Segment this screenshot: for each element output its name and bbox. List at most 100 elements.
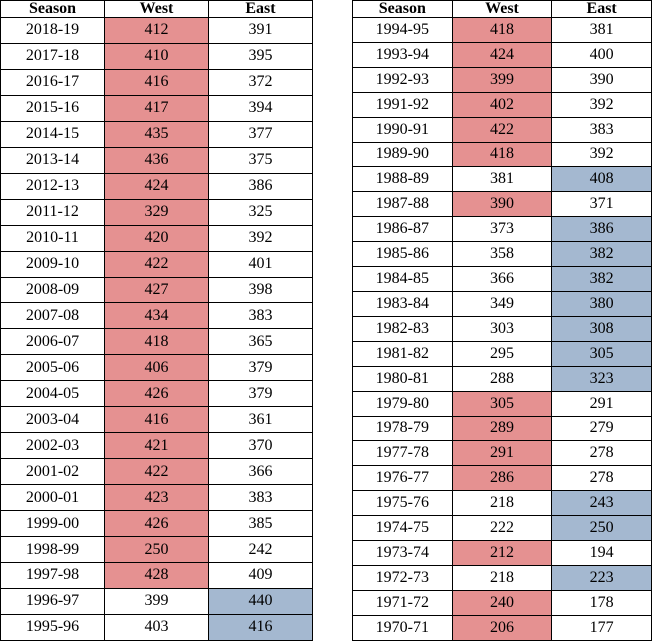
table-row: 2002-03 421 370 [0, 432, 313, 460]
west-cell: 303 [451, 315, 553, 342]
header-row: Season West East [352, 0, 652, 18]
west-cell: 286 [451, 465, 553, 492]
season-cell: 2018-19 [0, 17, 105, 44]
table-row: 1990-91 422 383 [352, 116, 652, 143]
west-cell: 434 [104, 302, 209, 330]
season-cell: 2014-15 [0, 120, 105, 148]
east-cell: 377 [208, 120, 313, 148]
east-cell: 400 [551, 41, 652, 68]
east-cell: 223 [551, 564, 652, 591]
table-row: 2000-01 423 383 [0, 484, 313, 512]
east-cell: 379 [208, 354, 313, 382]
east-cell: 365 [208, 328, 313, 356]
west-cell: 418 [451, 141, 553, 168]
west-cell: 420 [104, 224, 209, 252]
table-row: 1986-87 373 386 [352, 216, 652, 243]
season-cell: 1977-78 [352, 440, 453, 467]
west-cell: 418 [104, 328, 209, 356]
season-cell: 2002-03 [0, 432, 105, 460]
west-cell: 295 [451, 340, 553, 367]
west-cell: 435 [104, 120, 209, 148]
table-row: 1993-94 424 400 [352, 41, 652, 68]
east-cell: 177 [551, 614, 652, 641]
west-cell: 418 [451, 17, 553, 43]
table-row: 2004-05 426 379 [0, 380, 313, 408]
west-cell: 412 [104, 17, 209, 44]
table-row: 1987-88 390 371 [352, 191, 652, 218]
east-cell: 308 [551, 315, 652, 342]
table-row: 1975-76 218 243 [352, 490, 652, 517]
east-cell: 381 [551, 17, 652, 43]
east-cell: 361 [208, 406, 313, 434]
east-cell: 385 [208, 510, 313, 538]
west-cell: 206 [451, 614, 553, 641]
table-row: 1981-82 295 305 [352, 340, 652, 367]
west-cell: 426 [104, 380, 209, 408]
west-cell: 366 [451, 266, 553, 292]
west-cell: 358 [451, 241, 553, 268]
table-row: 1991-92 402 392 [352, 91, 652, 118]
season-cell: 2015-16 [0, 94, 105, 122]
season-cell: 1998-99 [0, 536, 105, 564]
east-cell: 194 [551, 540, 652, 566]
season-cell: 2001-02 [0, 458, 105, 486]
west-cell: 417 [104, 94, 209, 122]
table-row: 1973-74 212 194 [352, 540, 652, 566]
table-row: 1974-75 222 250 [352, 515, 652, 542]
season-cell: 1997-98 [0, 562, 105, 589]
west-cell: 416 [104, 406, 209, 434]
column-header-season: Season [352, 0, 453, 18]
east-cell: 390 [551, 66, 652, 93]
table-row: 1997-98 428 409 [0, 562, 313, 589]
season-cell: 1985-86 [352, 241, 453, 268]
table-row: 1989-90 418 392 [352, 141, 652, 168]
table-row: 1979-80 305 291 [352, 390, 652, 417]
season-cell: 2005-06 [0, 354, 105, 382]
east-cell: 383 [208, 302, 313, 330]
table-row: 2012-13 424 386 [0, 172, 313, 200]
east-cell: 408 [551, 166, 652, 193]
east-cell: 386 [551, 216, 652, 243]
table-row: 2006-07 418 365 [0, 328, 313, 356]
east-cell: 379 [208, 380, 313, 408]
west-cell: 422 [104, 458, 209, 486]
season-cell: 2017-18 [0, 42, 105, 70]
east-cell: 383 [208, 484, 313, 512]
season-cell: 1987-88 [352, 191, 453, 218]
east-cell: 409 [208, 562, 313, 589]
table-header-right: Season West East [352, 0, 652, 18]
season-cell: 1972-73 [352, 564, 453, 591]
east-cell: 398 [208, 276, 313, 304]
season-cell: 1995-96 [0, 613, 105, 641]
season-cell: 2000-01 [0, 484, 105, 512]
table-row: 2011-12 329 325 [0, 198, 313, 226]
east-cell: 392 [551, 91, 652, 118]
table-row: 1996-97 399 440 [0, 587, 313, 615]
season-cell: 1983-84 [352, 290, 453, 317]
season-cell: 1982-83 [352, 315, 453, 342]
season-cell: 2008-09 [0, 276, 105, 304]
column-header-east: East [551, 0, 652, 18]
season-cell: 1999-00 [0, 510, 105, 538]
east-cell: 178 [551, 589, 652, 616]
season-cell: 1988-89 [352, 166, 453, 193]
table-row: 2018-19 412 391 [0, 17, 313, 44]
table-row: 2013-14 436 375 [0, 146, 313, 174]
east-cell: 291 [551, 390, 652, 417]
table-row: 1970-71 206 177 [352, 614, 652, 641]
west-cell: 403 [104, 613, 209, 641]
west-cell: 424 [104, 172, 209, 200]
season-cell: 2011-12 [0, 198, 105, 226]
season-cell: 1993-94 [352, 41, 453, 68]
season-cell: 1981-82 [352, 340, 453, 367]
west-cell: 349 [451, 290, 553, 317]
table-row: 1982-83 303 308 [352, 315, 652, 342]
west-cell: 426 [104, 510, 209, 538]
table-row: 2010-11 420 392 [0, 224, 313, 252]
season-cell: 2007-08 [0, 302, 105, 330]
west-cell: 212 [451, 540, 553, 566]
east-cell: 392 [551, 141, 652, 168]
east-cell: 391 [208, 17, 313, 44]
table-row: 1995-96 403 416 [0, 613, 313, 641]
east-cell: 325 [208, 198, 313, 226]
